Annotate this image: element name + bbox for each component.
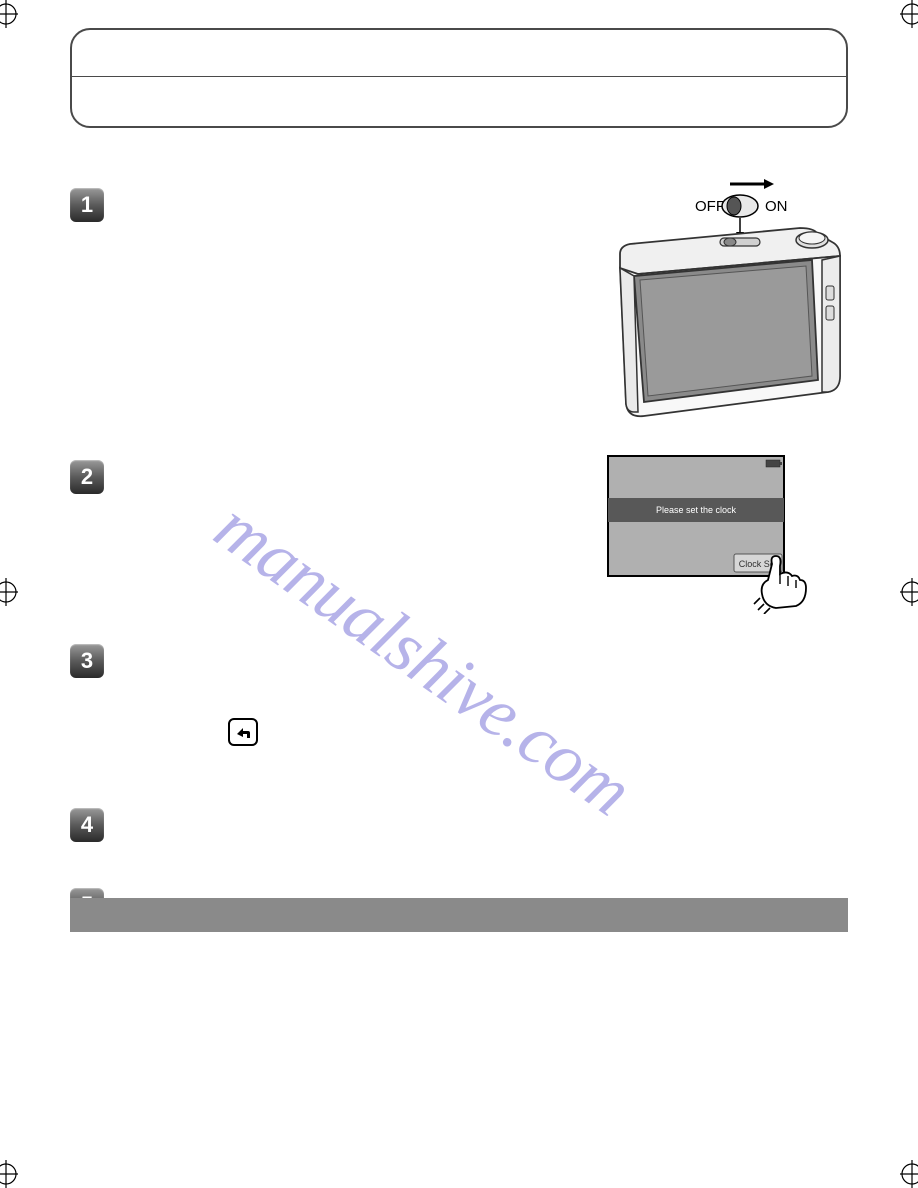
crop-mark <box>888 578 918 608</box>
crop-mark <box>888 0 918 30</box>
step-badge-4: 4 <box>70 808 104 842</box>
screen-illustration: Please set the clock Clock Set <box>606 454 828 619</box>
return-icon <box>228 718 258 746</box>
step-3: 3 <box>70 644 848 784</box>
crop-mark <box>0 578 30 608</box>
step-4: 4 <box>70 808 848 864</box>
switch-on-label: ON <box>765 198 788 215</box>
step-badge-2: 2 <box>70 460 104 494</box>
step-1: 1 OFF ON <box>70 188 848 436</box>
section-band <box>70 898 848 932</box>
title-box <box>70 28 848 128</box>
crop-mark <box>0 0 30 30</box>
step-2: 2 Please set the clock Clock Set <box>70 460 848 620</box>
step-badge-3: 3 <box>70 644 104 678</box>
page-content: 1 OFF ON <box>70 28 848 968</box>
screen-message: Please set the clock <box>656 505 737 515</box>
crop-mark <box>888 1158 918 1188</box>
crop-mark <box>0 1158 30 1188</box>
step-badge-1: 1 <box>70 188 104 222</box>
title-divider <box>72 76 846 77</box>
switch-off-label: OFF <box>695 198 725 215</box>
camera-illustration: OFF ON <box>590 176 848 433</box>
